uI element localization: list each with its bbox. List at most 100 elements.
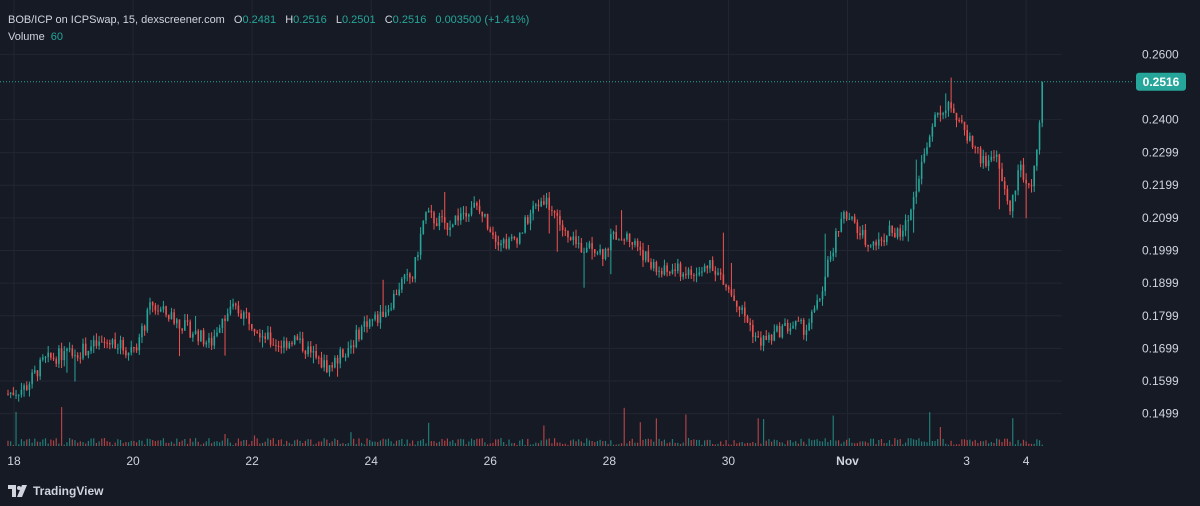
candle-body bbox=[304, 350, 307, 355]
volume-bar bbox=[44, 438, 47, 446]
candle-body bbox=[904, 220, 907, 231]
candle-body bbox=[580, 242, 583, 253]
candle-body bbox=[749, 322, 751, 326]
candle-body bbox=[781, 325, 784, 338]
volume-bar bbox=[682, 442, 684, 446]
candle-body bbox=[68, 348, 71, 350]
volume-bar bbox=[803, 441, 805, 446]
candle-body bbox=[1006, 188, 1009, 201]
volume-bar bbox=[366, 438, 368, 446]
volume-bar bbox=[819, 441, 821, 446]
candle-body bbox=[1001, 168, 1003, 182]
candle-body bbox=[100, 341, 103, 343]
candle-body bbox=[328, 365, 331, 373]
candle-body bbox=[382, 311, 384, 317]
volume-bar bbox=[642, 439, 644, 446]
candle-body bbox=[395, 293, 398, 295]
candle-body bbox=[103, 342, 106, 344]
candle-body bbox=[902, 230, 904, 237]
candle-body bbox=[682, 273, 684, 277]
volume-bar bbox=[982, 441, 984, 446]
candle-body bbox=[679, 263, 682, 277]
volume-bar bbox=[894, 438, 896, 446]
candle-body bbox=[604, 248, 607, 260]
candle-body bbox=[117, 348, 119, 350]
candle-body bbox=[711, 260, 714, 271]
volume-bar bbox=[1025, 441, 1027, 446]
candle-body bbox=[864, 229, 867, 245]
candle-body bbox=[205, 342, 208, 345]
change-value: 0.003500 (+1.41%) bbox=[435, 14, 530, 26]
y-tick-label: 0.2099 bbox=[1142, 211, 1179, 225]
candle-body bbox=[735, 300, 738, 307]
candle-body bbox=[449, 227, 451, 230]
candle-body bbox=[618, 239, 620, 241]
candle-body bbox=[360, 326, 363, 340]
volume-bar bbox=[824, 438, 826, 446]
candle-body bbox=[379, 311, 382, 323]
candle-body bbox=[813, 308, 816, 312]
volume-bar bbox=[840, 443, 842, 446]
volume-bar bbox=[685, 414, 687, 446]
candle-body bbox=[532, 205, 534, 214]
volume-bar bbox=[387, 438, 390, 446]
volume-bar bbox=[883, 443, 885, 446]
volume-bar bbox=[369, 440, 371, 446]
volume-bar bbox=[296, 439, 298, 446]
volume-bar bbox=[736, 443, 738, 446]
volume-bar bbox=[344, 443, 347, 446]
volume-bar bbox=[264, 441, 266, 446]
candle-body bbox=[623, 239, 626, 241]
candle-body bbox=[816, 300, 818, 309]
volume-bar bbox=[567, 444, 569, 446]
volume-bar bbox=[749, 443, 751, 446]
candle-body bbox=[516, 238, 518, 244]
candle-body bbox=[221, 318, 224, 328]
candle-body bbox=[23, 385, 25, 390]
volume-bar bbox=[543, 425, 545, 446]
candle-body bbox=[537, 204, 540, 207]
candle-body bbox=[1019, 164, 1022, 171]
volume-bar bbox=[36, 441, 39, 446]
volume-bar bbox=[109, 441, 111, 446]
candle-body bbox=[127, 352, 130, 356]
candle-body bbox=[655, 261, 658, 272]
volume-bar bbox=[671, 439, 674, 446]
candle-body bbox=[417, 255, 419, 258]
candle-body bbox=[741, 307, 743, 310]
candle-body bbox=[784, 322, 786, 326]
volume-bar bbox=[465, 444, 467, 446]
volume-bar bbox=[261, 442, 264, 446]
volume-bar bbox=[926, 442, 928, 446]
volume-bar bbox=[385, 439, 387, 446]
volume-bar bbox=[492, 442, 494, 446]
candle-body bbox=[505, 239, 508, 249]
volume-bar bbox=[971, 441, 974, 446]
volume-bar bbox=[251, 440, 253, 446]
candle-body bbox=[79, 357, 82, 359]
candle-body bbox=[671, 269, 674, 274]
volume-bar bbox=[136, 442, 138, 446]
candle-body bbox=[95, 340, 98, 346]
candle-body bbox=[695, 274, 698, 276]
volume-bar bbox=[816, 439, 818, 446]
candle-body bbox=[620, 239, 623, 241]
x-tick-label: 20 bbox=[126, 454, 140, 468]
candle-body bbox=[725, 284, 727, 288]
volume-bar bbox=[347, 443, 349, 446]
candle-body bbox=[829, 256, 832, 260]
volume-bar bbox=[862, 441, 864, 446]
volume-bar bbox=[781, 442, 783, 446]
candle-body bbox=[162, 306, 165, 310]
candle-body bbox=[489, 228, 492, 233]
candle-body bbox=[698, 272, 701, 275]
tradingview-brand[interactable]: TradingView bbox=[8, 484, 103, 498]
volume-bar bbox=[591, 441, 593, 446]
volume-bar bbox=[1006, 438, 1008, 446]
candle-body bbox=[947, 102, 950, 111]
volume-bar bbox=[733, 440, 735, 446]
volume-bar bbox=[545, 439, 548, 446]
volume-bar bbox=[867, 442, 869, 446]
